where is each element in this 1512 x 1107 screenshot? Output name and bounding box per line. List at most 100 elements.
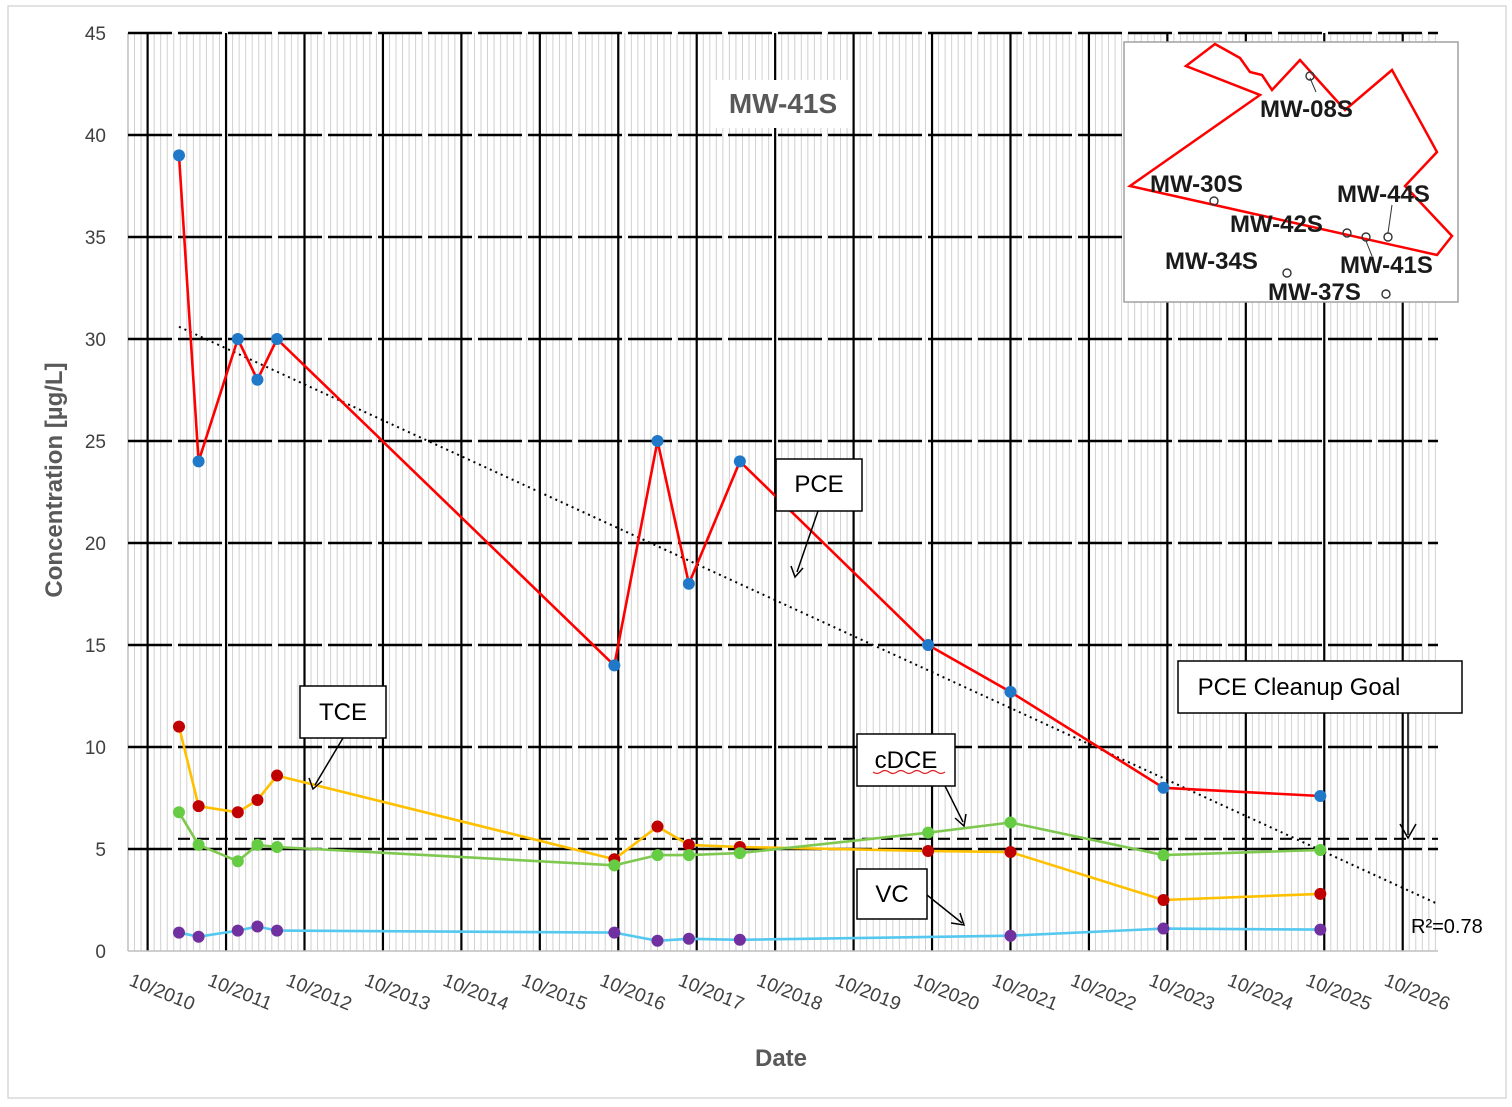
well-mw-37s-symbol: [1381, 289, 1391, 299]
vc-data-point: [1004, 929, 1017, 942]
cdce-callout-box: [856, 733, 956, 787]
cdce-data-point: [1314, 844, 1327, 857]
vc-data-point: [1314, 923, 1327, 936]
pce-data-point: [651, 435, 664, 447]
tce-data-point: [651, 820, 664, 833]
tce-data-point: [271, 769, 284, 782]
vc-data-point: [271, 924, 284, 937]
r-squared-label: R²=0.78: [1411, 916, 1483, 938]
pce-callout: PCE: [775, 458, 863, 579]
y-axis-title: Concentration [µg/L]: [41, 362, 68, 597]
pce-data-point: [1157, 781, 1170, 794]
pce-data-point: [1314, 789, 1327, 802]
cdce-data-point: [251, 838, 264, 851]
cdce-callout: cDCE: [856, 733, 967, 828]
tce-data-point: [1004, 846, 1017, 859]
well-mw-34s-symbol: [1282, 268, 1292, 278]
y-tick-label: 10: [85, 738, 106, 759]
inset-label-mw-30s: MW-30S: [1150, 171, 1243, 198]
x-axis-title: Date: [755, 1045, 807, 1072]
cdce-data-point: [1004, 816, 1017, 829]
vc-data-point: [733, 933, 746, 946]
tce-data-point: [682, 838, 695, 851]
tce-data-point: [251, 794, 264, 807]
y-tick-label: 45: [85, 24, 106, 45]
well-mw-08s-leader: [1309, 77, 1317, 93]
cdce-data-point: [1157, 849, 1170, 862]
site-boundary: [1126, 42, 1454, 257]
inset-label-mw-44s: MW-44S: [1337, 181, 1430, 208]
major-gridlines: [127, 31, 1438, 952]
tce-callout-label: TCE: [319, 699, 367, 726]
cleanup-goal-arrowhead: [1399, 823, 1417, 840]
cdce-data-point: [682, 849, 695, 862]
vc-callout-arrow: [926, 894, 963, 924]
series-markers: [172, 149, 1327, 947]
cdce-callout-arrowhead: [954, 813, 967, 828]
y-tick-label: 0: [95, 942, 106, 963]
y-axis-ticks: 0 5 10 15 20 25 30 35 40 45: [85, 24, 106, 963]
pce-data-point: [922, 639, 935, 651]
inset-site-map: MW-08S MW-30S MW-44S MW-42S MW-34S MW-41…: [1123, 41, 1459, 306]
tce-callout-arrow: [314, 737, 344, 786]
pce-data-point: [172, 149, 185, 162]
spellcheck-underline: [872, 769, 946, 775]
vc-series-line: [178, 925, 1321, 943]
vc-data-point: [192, 930, 205, 943]
pce-callout-box: [775, 458, 863, 512]
pce-data-point: [1004, 685, 1017, 698]
vc-callout-arrowhead: [950, 912, 966, 926]
cdce-callout-label: cDCE: [875, 747, 938, 774]
well-mw-42s-symbol: [1342, 228, 1352, 238]
pce-callout-arrowhead: [790, 565, 804, 579]
chart-title: MW-41S: [729, 88, 837, 119]
vc-data-point: [172, 926, 185, 939]
tce-data-point: [1314, 887, 1327, 900]
cdce-data-point: [608, 859, 621, 872]
cleanup-goal-box: [1177, 660, 1463, 714]
y-tick-label: 20: [85, 534, 106, 555]
inset-label-mw-08s: MW-08S: [1260, 96, 1353, 123]
cdce-data-point: [192, 838, 205, 851]
pce-data-point: [608, 659, 621, 672]
cdce-data-point: [231, 855, 244, 868]
cdce-data-point: [733, 847, 746, 860]
vc-callout: VC: [856, 868, 966, 926]
well-mw-08s-symbol: [1305, 71, 1315, 81]
y-tick-label: 5: [95, 840, 106, 861]
inset-label-mw-37s: MW-37S: [1268, 279, 1361, 306]
y-tick-label: 15: [85, 636, 106, 657]
well-mw-41s-leader: [1365, 240, 1373, 257]
cdce-data-point: [651, 849, 664, 862]
tce-data-point: [922, 845, 935, 858]
pce-data-point: [192, 455, 205, 468]
vc-data-point: [1157, 922, 1170, 935]
y-tick-label: 25: [85, 432, 106, 453]
y-tick-label: 30: [85, 330, 106, 351]
vc-data-point: [608, 926, 621, 939]
inset-label-mw-34s: MW-34S: [1165, 248, 1258, 275]
pce-data-point: [271, 333, 284, 345]
tce-data-point: [231, 806, 244, 819]
tce-data-point: [192, 800, 205, 813]
inset-wells: [1209, 71, 1393, 299]
pce-data-point: [231, 333, 244, 345]
well-mw-44s-leader: [1387, 204, 1393, 234]
pce-data-point: [733, 455, 746, 468]
cdce-data-point: [922, 826, 935, 839]
vc-data-point: [231, 924, 244, 937]
cleanup-goal-callout: PCE Cleanup Goal: [1177, 660, 1463, 840]
tce-callout-arrowhead: [308, 777, 323, 791]
vc-callout-box: [856, 868, 928, 920]
cleanup-goal-label: PCE Cleanup Goal: [1198, 674, 1401, 701]
pce-data-point: [251, 373, 264, 386]
vc-data-point: [682, 932, 695, 945]
vc-data-point: [651, 934, 664, 947]
inset-map-frame: [1123, 41, 1459, 303]
inset-label-mw-41s: MW-41S: [1340, 252, 1433, 279]
pce-callout-arrow: [796, 510, 819, 573]
tce-data-point: [1157, 894, 1170, 906]
tce-callout-box: [299, 685, 387, 739]
